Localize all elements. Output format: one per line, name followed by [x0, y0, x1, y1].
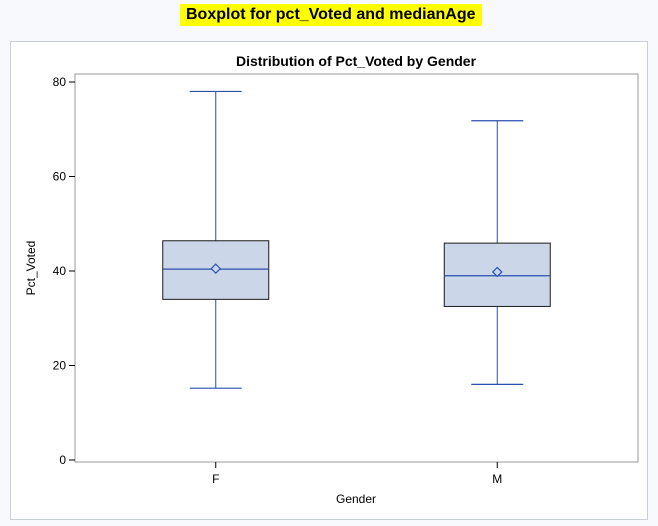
y-tick-label: 0: [59, 453, 66, 467]
box-M: [443, 120, 551, 385]
y-tick-label: 60: [53, 170, 67, 184]
y-axis-label: Pct_Voted: [24, 241, 38, 296]
boxplot-chart: Distribution of Pct_Voted by Gender 0 20 4…: [24, 53, 639, 506]
plot-area: [74, 73, 639, 463]
box-F: [162, 90, 270, 389]
y-axis: 0 20 40 60 80: [53, 75, 75, 467]
box-series: [162, 90, 551, 389]
x-tick-label: M: [492, 472, 502, 486]
y-tick-label: 80: [53, 75, 67, 89]
chart-title: Distribution of Pct_Voted by Gender: [236, 53, 477, 69]
page-title: Boxplot for pct_Voted and medianAge: [180, 4, 482, 26]
mean-marker: [210, 263, 222, 274]
mean-marker: [491, 266, 503, 278]
y-tick-label: 20: [53, 359, 67, 373]
y-tick-label: 40: [53, 264, 67, 278]
x-axis-label: Gender: [336, 492, 376, 506]
x-tick-label: F: [212, 472, 219, 486]
chart-panel: Distribution of Pct_Voted by Gender 0 20 4…: [10, 41, 648, 520]
